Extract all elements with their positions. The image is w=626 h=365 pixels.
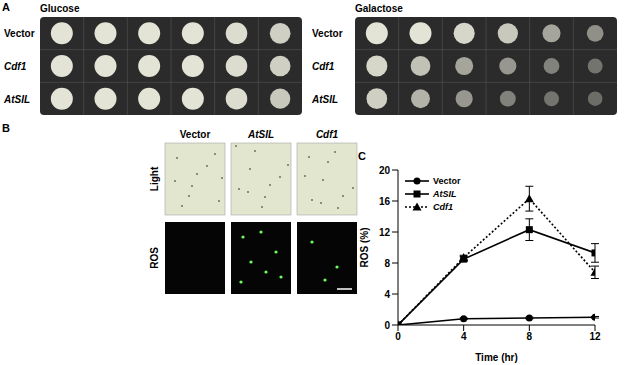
svg-text:Glucose: Glucose	[40, 3, 80, 14]
svg-text:16: 16	[379, 196, 391, 207]
svg-text:Vector: Vector	[312, 28, 343, 39]
svg-text:B: B	[8, 122, 10, 134]
svg-text:Light: Light	[149, 166, 160, 191]
svg-text:12: 12	[589, 331, 601, 342]
svg-text:ROS (%): ROS (%)	[359, 228, 370, 268]
svg-text:Cdf1: Cdf1	[8, 61, 27, 72]
svg-text:A: A	[8, 1, 10, 13]
svg-text:4: 4	[461, 331, 467, 342]
svg-text:Galactose: Galactose	[355, 3, 403, 14]
svg-text:Vector: Vector	[180, 129, 211, 140]
svg-text:8: 8	[527, 331, 533, 342]
svg-text:AtSIL: AtSIL	[8, 94, 30, 105]
svg-text:Cdf1: Cdf1	[316, 129, 339, 140]
svg-text:AtSIL: AtSIL	[311, 94, 338, 105]
svg-text:0: 0	[395, 331, 401, 342]
svg-text:AtSIL: AtSIL	[247, 129, 274, 140]
svg-text:Vector: Vector	[8, 28, 35, 39]
svg-text:Cdf1: Cdf1	[312, 61, 335, 72]
svg-text:ROS: ROS	[149, 247, 160, 269]
svg-text:20: 20	[379, 165, 391, 176]
svg-text:8: 8	[384, 258, 390, 269]
html-text:Cdf1: Cdf1	[433, 201, 453, 212]
html-text:Vector: Vector	[433, 175, 461, 186]
svg-text:12: 12	[379, 227, 391, 238]
html-text:AtSIL: AtSIL	[433, 188, 457, 199]
svg-text:C: C	[358, 150, 366, 162]
svg-text:0: 0	[384, 320, 390, 331]
svg-text:Time (hr): Time (hr)	[475, 352, 518, 363]
svg-text:4: 4	[384, 289, 390, 300]
